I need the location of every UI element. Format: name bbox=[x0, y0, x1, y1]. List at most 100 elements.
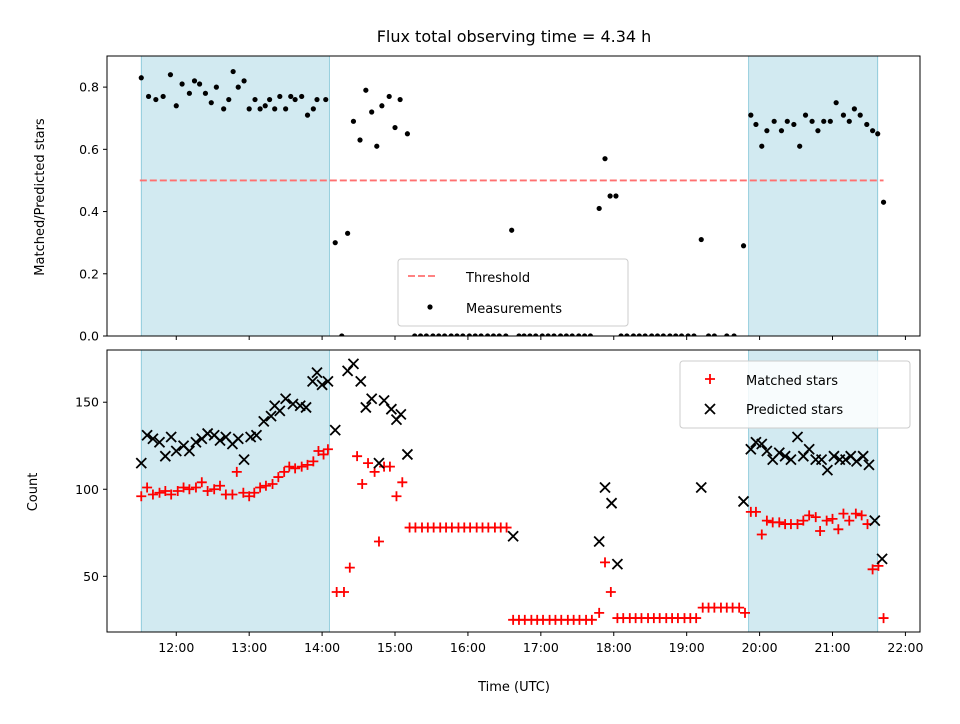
predicted-star-point bbox=[165, 431, 177, 443]
panel-1-frame bbox=[106, 55, 921, 337]
measurement-point bbox=[784, 118, 790, 124]
measurement-point bbox=[246, 106, 252, 112]
measurement-point bbox=[386, 93, 392, 100]
matched-star-point bbox=[160, 486, 171, 496]
measurement-point bbox=[345, 230, 351, 236]
measurement-point bbox=[797, 143, 803, 149]
legend-matched-label: Matched stars bbox=[746, 374, 838, 389]
y-tick-label: 100 bbox=[75, 482, 99, 497]
measurement-point bbox=[230, 68, 236, 75]
matched-star-point bbox=[166, 489, 177, 500]
matched-star-point bbox=[267, 479, 278, 490]
measurement-point bbox=[875, 131, 881, 137]
predicted-star-point bbox=[274, 405, 286, 417]
matched-star-point bbox=[260, 480, 271, 491]
measurement-point bbox=[160, 93, 166, 100]
predicted-star-point bbox=[593, 535, 605, 548]
measurement-point bbox=[496, 333, 502, 336]
measurement-point bbox=[252, 96, 258, 103]
x-tick-label: 19:00 bbox=[669, 640, 705, 655]
matched-star-point bbox=[302, 459, 313, 470]
x-tick-label: 12:00 bbox=[158, 640, 194, 655]
measurement-point bbox=[711, 333, 717, 336]
matched-star-point bbox=[318, 449, 329, 460]
matched-star-point bbox=[391, 491, 402, 502]
measurement-point bbox=[221, 106, 227, 112]
matched-star-point bbox=[397, 477, 408, 488]
measurement-point bbox=[235, 84, 241, 90]
measurement-point bbox=[448, 333, 454, 336]
chart-title: Flux total observing time = 4.34 h bbox=[377, 27, 652, 46]
matched-star-point bbox=[322, 444, 333, 455]
measurement-point bbox=[392, 124, 398, 131]
predicted-star-point bbox=[322, 375, 334, 387]
matched-star-point bbox=[384, 461, 395, 472]
matched-star-point bbox=[761, 515, 772, 526]
predicted-star-point bbox=[135, 457, 147, 469]
measurement-point bbox=[771, 118, 777, 124]
predicted-star-point bbox=[385, 403, 398, 415]
legend-matched-swatch bbox=[705, 374, 715, 384]
predicted-star-point bbox=[815, 454, 828, 466]
bottom-y-axis-label: Count bbox=[26, 473, 41, 512]
matched-star-point bbox=[804, 510, 815, 521]
matched-star-point bbox=[821, 515, 832, 526]
matched-star-point bbox=[172, 486, 183, 496]
predicted-star-point bbox=[850, 455, 863, 468]
measurement-point bbox=[521, 333, 527, 336]
measurement-point bbox=[753, 121, 759, 128]
measurement-point bbox=[369, 109, 375, 115]
shaded-interval bbox=[748, 56, 879, 336]
measurement-point bbox=[731, 333, 737, 336]
matched-star-point bbox=[501, 522, 512, 533]
predicted-star-point bbox=[611, 558, 624, 570]
predicted-star-point bbox=[779, 450, 791, 462]
matched-star-point bbox=[190, 482, 201, 493]
matched-star-point bbox=[815, 526, 826, 537]
measurement-point bbox=[809, 118, 815, 124]
measurement-point bbox=[350, 118, 357, 124]
matched-star-point bbox=[750, 506, 761, 517]
predicted-star-point bbox=[347, 358, 360, 370]
predicted-star-point bbox=[300, 401, 312, 414]
x-tick-label: 13:00 bbox=[231, 640, 267, 655]
y-tick-label: 50 bbox=[83, 569, 99, 584]
predicted-star-point bbox=[232, 433, 244, 445]
measurement-point bbox=[213, 84, 219, 90]
measurement-point bbox=[138, 75, 144, 81]
matched-star-point bbox=[255, 482, 266, 493]
predicted-star-point bbox=[695, 481, 707, 494]
predicted-star-point bbox=[507, 530, 519, 542]
predicted-star-point bbox=[401, 448, 414, 461]
predicted-star-point bbox=[773, 447, 785, 459]
measurement-point bbox=[602, 156, 608, 162]
matched-star-point bbox=[273, 472, 284, 483]
measurement-point bbox=[310, 106, 316, 112]
predicted-star-point bbox=[378, 394, 390, 407]
matched-star-point bbox=[209, 484, 220, 495]
measurement-point bbox=[404, 131, 411, 137]
legend-measurement-swatch bbox=[427, 304, 433, 310]
measurement-point bbox=[292, 96, 298, 103]
measurement-point bbox=[613, 193, 619, 199]
matched-star-point bbox=[338, 586, 349, 597]
measurement-point bbox=[423, 333, 429, 336]
predicted-star-point bbox=[258, 415, 270, 428]
measurement-point bbox=[173, 103, 179, 109]
matched-star-point bbox=[867, 564, 878, 575]
measurement-point bbox=[208, 100, 214, 106]
matched-star-point bbox=[284, 461, 295, 472]
measurement-point bbox=[472, 333, 478, 336]
matched-star-point bbox=[734, 602, 745, 613]
predicted-star-point bbox=[170, 445, 182, 457]
matched-star-point bbox=[856, 510, 867, 521]
measurement-point bbox=[436, 333, 442, 336]
measurement-point bbox=[851, 106, 857, 112]
matched-star-point bbox=[344, 562, 355, 573]
legend-predicted-swatch bbox=[704, 403, 716, 415]
predicted-star-point bbox=[190, 436, 202, 448]
predicted-star-point bbox=[201, 427, 214, 440]
matched-star-point bbox=[184, 484, 195, 495]
measurement-point bbox=[667, 333, 673, 336]
y-tick-label: 0.4 bbox=[79, 204, 99, 219]
